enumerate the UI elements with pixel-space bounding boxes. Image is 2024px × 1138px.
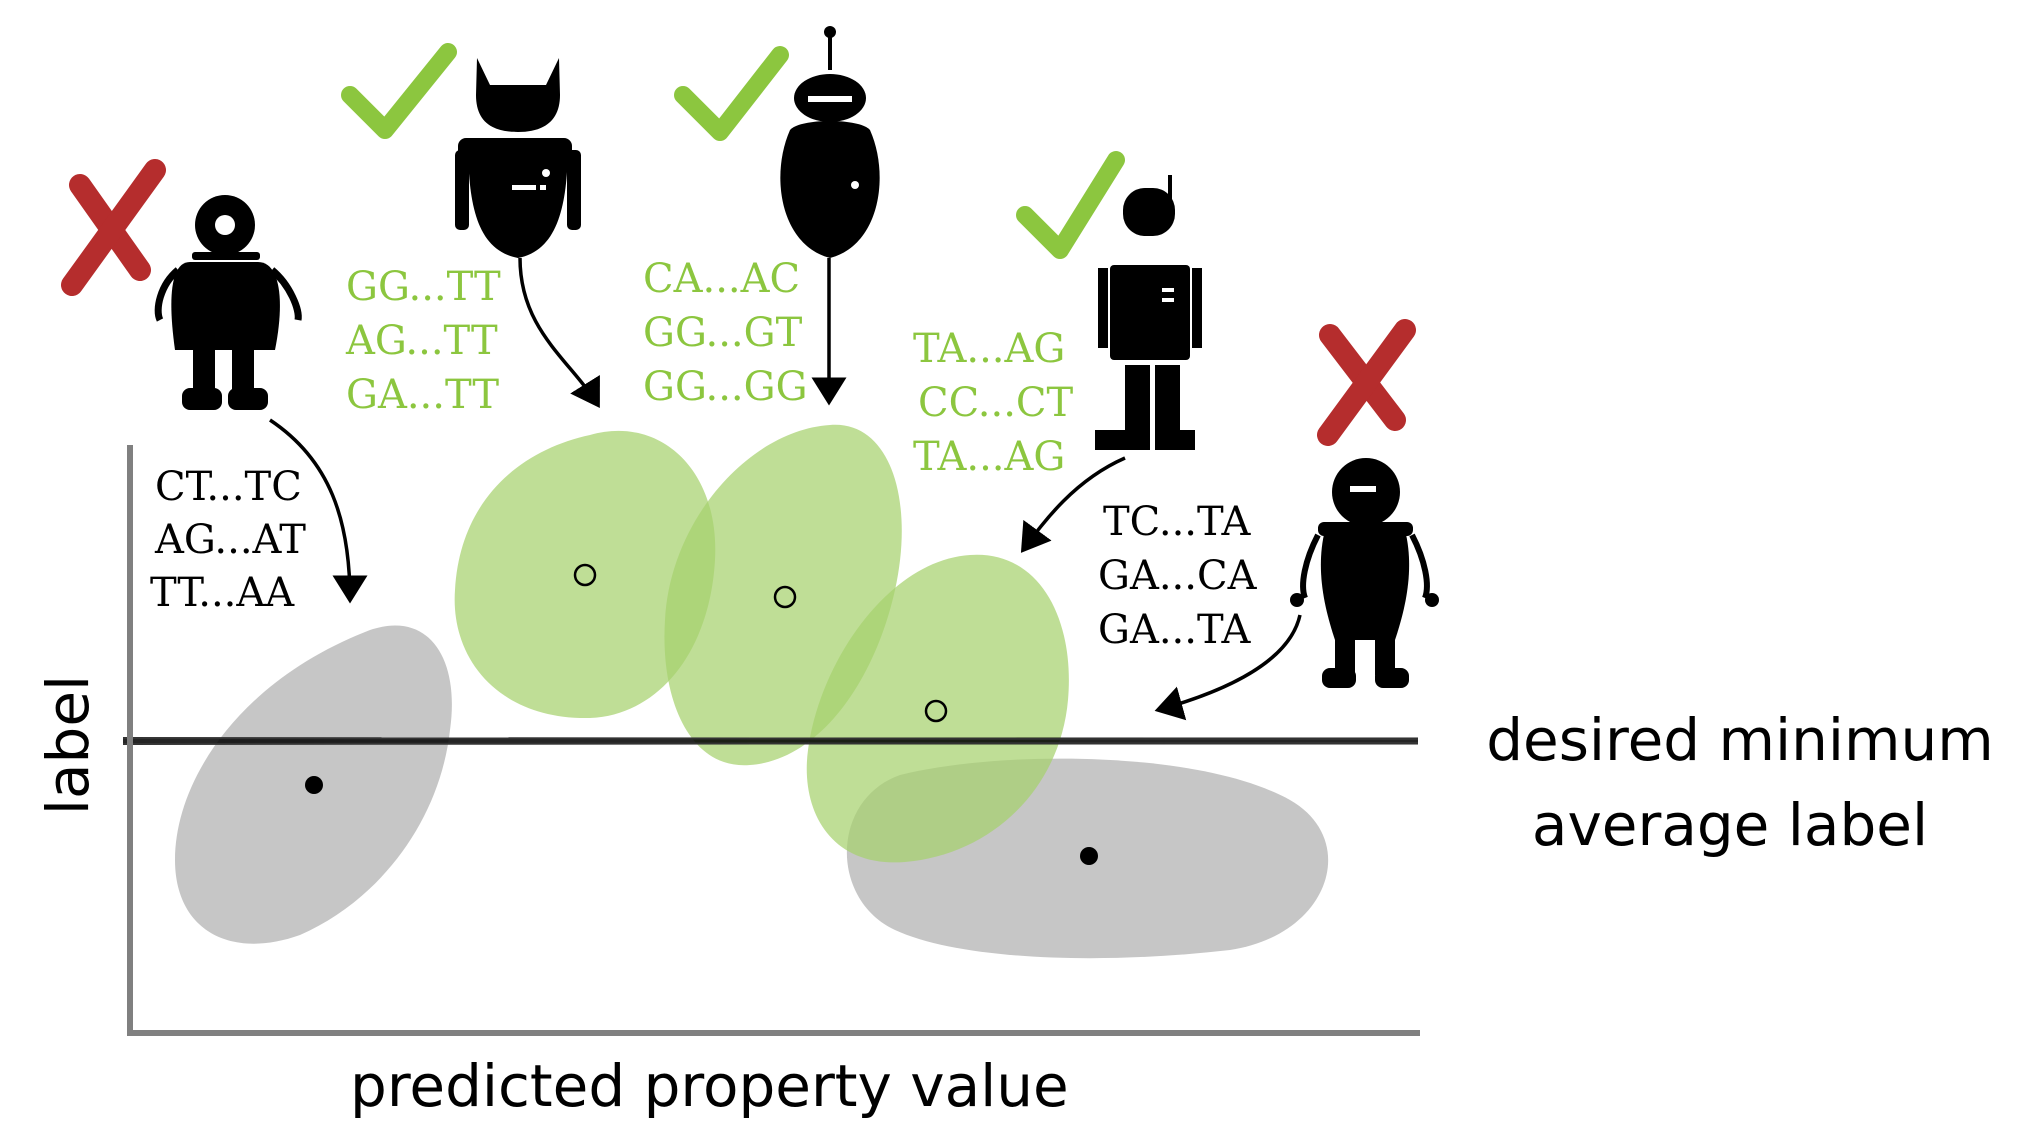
robot-icon [1095,175,1202,450]
robot-icon [780,26,880,258]
sequence-text: TA...AG [913,326,1065,372]
sequence-group-5: TC...TA GA...CA GA...TA [1098,499,1258,653]
sequence-text: TA...AG [913,434,1065,480]
robot-3 [674,26,880,258]
robot-icon [154,195,302,410]
arrow-robot-1 [269,418,368,604]
sequence-text: GG...TT [346,264,501,310]
sequence-text: CC...CT [918,380,1074,426]
sequence-group-3: CA...AC GG...GT GG...GG [643,256,808,410]
cross-icon [1317,319,1416,446]
mean-marker-green-1 [573,563,597,587]
check-icon [674,46,789,141]
robot-icon [1290,458,1439,688]
sequence-text: GA...CA [1098,553,1258,599]
robot-2 [341,43,581,258]
y-axis-label: label [34,675,102,815]
check-icon [1016,151,1125,259]
robot-1 [61,159,302,410]
robot-4 [1016,151,1202,450]
mean-marker-gray-left [305,776,323,794]
sequence-text: TT...AA [150,570,295,616]
sequence-text: CT...TC [155,464,302,510]
arrow-robot-5 [1154,614,1302,721]
arrows [269,257,1302,721]
arrow-robot-2 [518,257,600,408]
green-distribution-1 [454,430,716,719]
check-icon [341,43,457,139]
threshold-label-line2: average label [1532,791,1928,859]
sequence-group-4: TA...AG CC...CT TA...AG [913,326,1074,480]
threshold-label-line1: desired minimum [1486,706,1994,774]
green-distribution-3 [806,554,1069,863]
sequence-group-2: GG...TT AG...TT GA...TT [345,264,501,418]
cross-icon [61,159,166,296]
robot-icon [455,58,581,258]
sequence-text: GG...GT [643,310,803,356]
axes [127,445,1420,1036]
sequence-text: AG...TT [345,318,498,364]
sequence-text: GA...TT [346,372,499,418]
sequence-text: TC...TA [1103,499,1251,545]
arrow-robot-4 [1020,456,1126,553]
distributions [175,424,1329,959]
mean-marker-green-2 [773,585,797,609]
robot-5 [1290,319,1439,688]
sequence-text: GA...TA [1098,607,1251,653]
mean-marker-green-3 [924,699,948,723]
x-axis-label: predicted property value [350,1052,1069,1120]
sequence-text: AG...AT [154,517,306,563]
mean-markers [305,563,1098,865]
sequence-group-1: CT...TC AG...AT TT...AA [150,464,306,616]
sequence-text: GG...GG [643,364,808,410]
threshold-line [122,737,1419,745]
sequence-text: CA...AC [643,256,800,302]
mean-marker-gray-right [1080,847,1098,865]
